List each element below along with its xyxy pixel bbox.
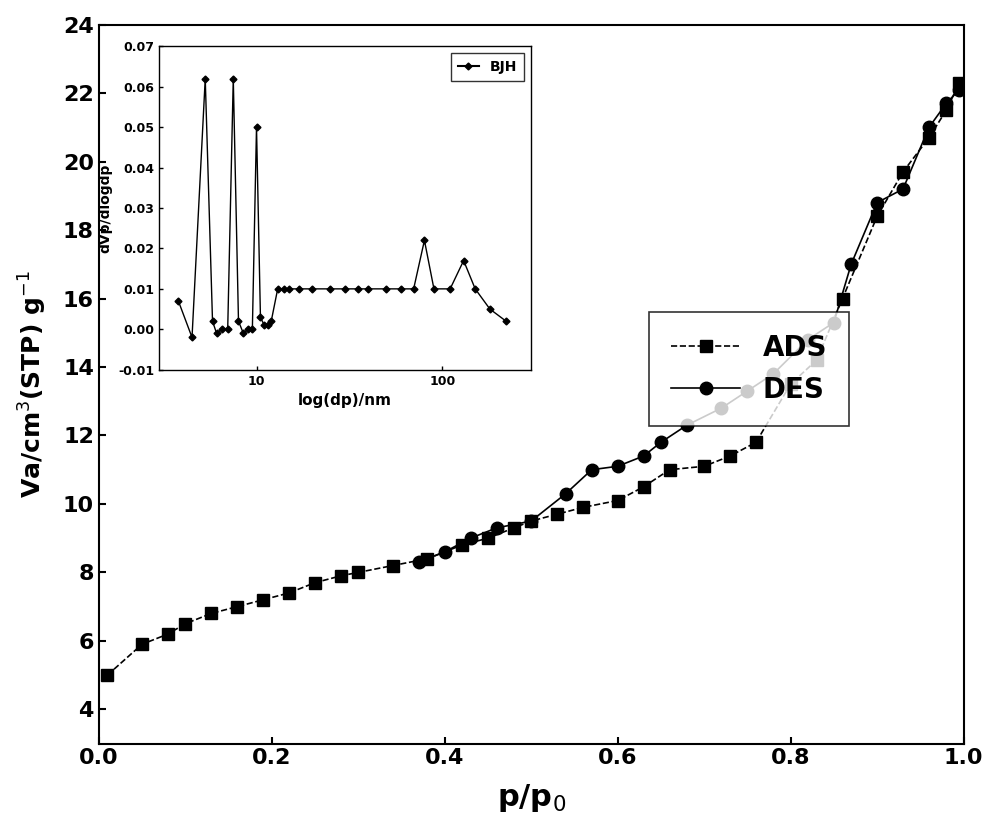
ADS xyxy=(456,540,468,550)
DES xyxy=(465,534,477,543)
ADS xyxy=(577,503,589,513)
ADS xyxy=(837,293,849,303)
ADS xyxy=(612,495,624,505)
ADS xyxy=(309,578,321,588)
DES xyxy=(681,420,693,430)
Line: DES: DES xyxy=(412,83,966,568)
Y-axis label: Va/cm$^3$(STP) g$^{-1}$: Va/cm$^3$(STP) g$^{-1}$ xyxy=(17,270,49,498)
ADS xyxy=(551,509,563,519)
DES xyxy=(655,437,667,447)
ADS xyxy=(508,523,520,533)
DES xyxy=(525,516,537,526)
DES xyxy=(491,523,503,533)
DES xyxy=(413,557,425,567)
DES xyxy=(767,369,779,379)
ADS xyxy=(283,588,295,598)
DES xyxy=(802,335,814,345)
ADS xyxy=(638,482,650,492)
DES xyxy=(638,451,650,461)
ADS xyxy=(698,461,710,471)
DES xyxy=(586,465,598,475)
ADS xyxy=(897,167,909,177)
ADS xyxy=(205,608,217,618)
ADS xyxy=(179,619,191,629)
DES xyxy=(897,184,909,194)
DES xyxy=(871,198,883,208)
ADS xyxy=(871,211,883,221)
ADS xyxy=(231,602,243,612)
DES xyxy=(940,98,952,108)
DES xyxy=(845,259,857,269)
ADS xyxy=(101,670,113,680)
Line: ADS: ADS xyxy=(102,77,965,681)
ADS xyxy=(664,465,676,475)
ADS xyxy=(136,639,148,649)
ADS xyxy=(953,78,965,88)
Legend: ADS, DES: ADS, DES xyxy=(649,312,849,426)
DES xyxy=(741,386,753,396)
ADS xyxy=(525,516,537,526)
ADS xyxy=(162,629,174,639)
ADS xyxy=(335,571,347,581)
ADS xyxy=(421,553,433,563)
ADS xyxy=(923,133,935,143)
ADS xyxy=(352,568,364,578)
X-axis label: p/p$_0$: p/p$_0$ xyxy=(497,782,566,814)
ADS xyxy=(482,534,494,543)
ADS xyxy=(811,355,823,365)
ADS xyxy=(940,106,952,116)
DES xyxy=(715,403,727,413)
DES xyxy=(439,547,451,557)
DES xyxy=(612,461,624,471)
DES xyxy=(560,489,572,499)
DES xyxy=(923,122,935,132)
ADS xyxy=(785,379,797,389)
ADS xyxy=(257,595,269,605)
DES xyxy=(828,317,840,327)
ADS xyxy=(724,451,736,461)
DES xyxy=(953,85,965,95)
ADS xyxy=(750,437,762,447)
ADS xyxy=(387,561,399,571)
